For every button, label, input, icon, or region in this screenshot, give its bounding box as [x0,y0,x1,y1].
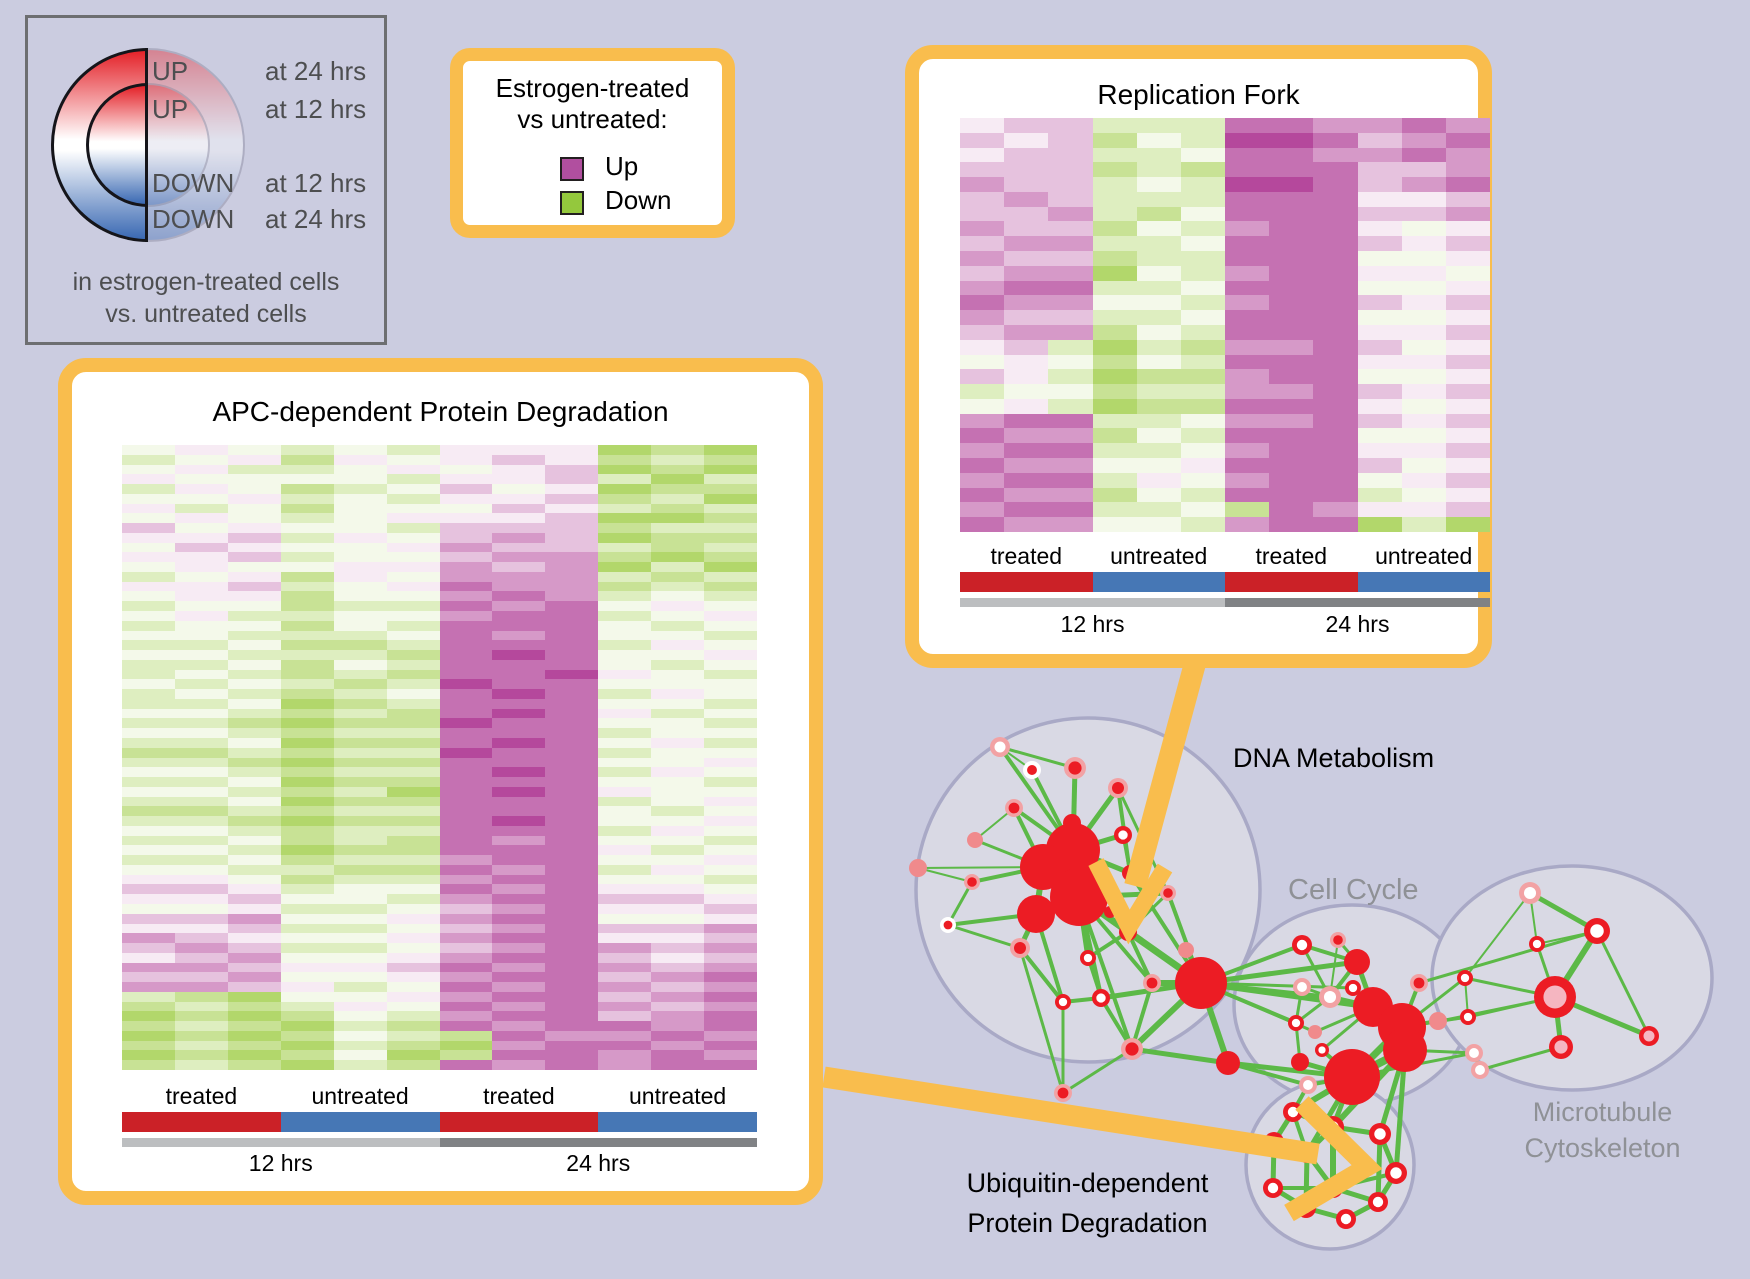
apc-group-treated-12: treated [165,1083,238,1109]
up-label: Up [605,151,639,181]
rf-group-treated-12: treated [990,543,1063,569]
apc-time-labels: 12 hrs 24 hrs [122,1150,757,1177]
legend-down-24-time: at 24 hrs [265,204,367,234]
apc-time-24hrs: 24 hrs [566,1150,631,1176]
cluster-label-microtubule-cytoskeleton: Microtubule Cytoskeleton [1495,1094,1710,1166]
ubiquitin-label-line1: Ubiquitin-dependent [966,1168,1209,1198]
apc-group-labels: treated untreated treated untreated [122,1083,757,1110]
microtubule-label-line2: Cytoskeleton [1524,1133,1681,1163]
rf-group-untreated-24: untreated [1375,543,1473,569]
updown-legend-box: UP at 24 hrs UP at 12 hrs DOWN at 12 hrs… [25,15,387,345]
apc-group-treated-24: treated [483,1083,555,1109]
rf-time-12hrs: 12 hrs [1060,611,1125,637]
apc-time-bar [122,1138,757,1147]
legend-down-12-word: DOWN [152,168,235,198]
replication-fork-panel: Replication Fork treated untreated treat… [905,45,1492,668]
cluster-label-ubiquitin-degradation: Ubiquitin-dependent Protein Degradation [925,1163,1250,1243]
legend-up-12-word: UP [152,94,189,124]
rf-group-labels: treated untreated treated untreated [960,543,1490,570]
replication-fork-title: Replication Fork [1097,79,1300,110]
ubiquitin-label-line2: Protein Degradation [967,1208,1208,1238]
rf-group-untreated-12: untreated [1110,543,1208,569]
apc-degradation-panel: APC-dependent Protein Degradation treate… [58,358,823,1205]
replication-fork-heatmap [960,118,1490,532]
microtubule-label-line1: Microtubule [1532,1097,1673,1127]
legend-caption-line1: in estrogen-treated cells [72,268,340,296]
up-color-swatch [560,157,584,181]
rf-time-bar [960,598,1490,607]
estrogen-legend-title-line1: Estrogen-treated [495,73,690,103]
apc-time-12hrs: 12 hrs [248,1150,313,1176]
cluster-label-cell-cycle: Cell Cycle [1288,874,1419,906]
legend-down-12-time: at 12 hrs [265,168,367,198]
apc-group-untreated-12: untreated [311,1083,409,1109]
apc-condition-bar [122,1112,757,1132]
rf-time-labels: 12 hrs 24 hrs [960,611,1490,638]
legend-up-24-time: at 24 hrs [265,56,367,86]
down-label: Down [605,185,672,215]
apc-heatmap [122,445,757,1070]
legend-up-12-time: at 12 hrs [265,94,367,124]
estrogen-legend-box: Estrogen-treated vs untreated: Up Down [450,48,735,238]
rf-time-24hrs: 24 hrs [1325,611,1390,637]
rf-group-treated-24: treated [1255,543,1328,569]
estrogen-legend-title-line2: vs untreated: [517,104,668,134]
down-color-swatch [560,191,584,215]
apc-panel-title: APC-dependent Protein Degradation [212,396,669,427]
legend-caption-line2: vs. untreated cells [105,300,307,328]
cluster-label-dna-metabolism: DNA Metabolism [1233,743,1435,773]
legend-down-24-word: DOWN [152,204,235,234]
rf-condition-bar [960,572,1490,592]
apc-group-untreated-24: untreated [629,1083,727,1109]
legend-up-24-word: UP [152,56,189,86]
